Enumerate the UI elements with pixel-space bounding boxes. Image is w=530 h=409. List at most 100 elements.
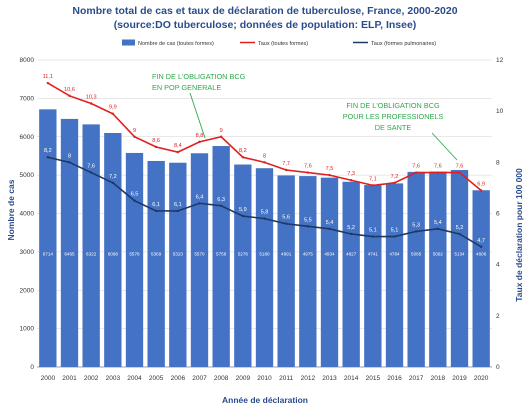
bar [450, 169, 469, 367]
x-tick-label: 2008 [214, 375, 229, 382]
rate-pulm-point [458, 232, 461, 236]
bar-value-label: 5369 [151, 252, 162, 257]
x-tick-label: 2016 [387, 375, 402, 382]
annotation-bcg-general-line-1: FIN DE L'OBLIGATION BCG [152, 72, 246, 81]
chart-title: Nombre total de cas et taux de déclarati… [72, 5, 457, 17]
rate-pulm-point [68, 161, 71, 164]
rate-pulm-point [219, 204, 223, 208]
y-axis-left-title: Nombre de cas [6, 179, 16, 240]
bar [385, 183, 404, 367]
rate-all-value-label: 7,6 [412, 164, 420, 170]
rate-all-point [371, 184, 375, 187]
rate-pulm-point [241, 214, 245, 218]
annotation-bcg-pro-arrow [431, 132, 458, 161]
bar-value-label: 4827 [346, 252, 357, 257]
rate-all-value-label: 8,8 [196, 133, 204, 139]
rate-all-point [176, 150, 180, 154]
bar [169, 162, 187, 367]
rate-pulm-value-label: 6,1 [174, 202, 182, 208]
bar-value-label: 6714 [43, 252, 54, 257]
rate-pulm-point [306, 225, 310, 228]
bar-value-label: 6322 [86, 252, 97, 257]
rate-all-point [349, 179, 353, 182]
rate-all-point [479, 189, 483, 192]
rate-all-point [133, 135, 136, 138]
bar-value-label: 5092 [433, 252, 444, 257]
annotation-bcg-general-line-2: EN POP GENERALE [152, 83, 221, 92]
rate-all-point [393, 181, 396, 184]
rate-pulm-value-label: 5,1 [369, 228, 377, 234]
rate-all-value-label: 8,6 [152, 138, 160, 144]
rate-all-point [306, 171, 310, 174]
y-left-tick-label: 1000 [20, 326, 35, 333]
bar-value-label: 4741 [368, 252, 379, 257]
bar [125, 152, 144, 367]
rate-all-point [241, 156, 245, 159]
rate-pulm-point [133, 199, 136, 202]
rate-pulm-value-label: 4,7 [477, 238, 485, 244]
y-right-tick-label: 8 [496, 159, 500, 166]
bar-value-label: 5570 [194, 252, 205, 257]
bar-value-label: 4784 [389, 252, 400, 257]
y-axis-left-ticks: 0 1000 2000 3000 4000 5000 6000 7000 8000 [20, 57, 35, 371]
bar-value-label: 5758 [216, 252, 227, 257]
rate-all-value-label: 10,6 [64, 87, 75, 93]
rate-all-value-label: 9,9 [109, 105, 117, 111]
x-tick-label: 2009 [236, 375, 251, 382]
rate-all-value-label: 7,1 [369, 176, 377, 182]
rate-pulm-point [328, 227, 331, 231]
y-left-tick-label: 7000 [20, 95, 35, 102]
rate-pulm-point [111, 181, 115, 184]
legend-label-rate-all: Taux (toutes formes) [258, 41, 308, 47]
y-right-tick-label: 0 [496, 364, 500, 371]
rate-all-value-label: 6,9 [477, 181, 485, 187]
bar [190, 153, 209, 367]
rate-all-value-label: 7,2 [391, 174, 399, 180]
bar [342, 181, 360, 367]
rate-pulm-value-label: 5,4 [326, 220, 334, 226]
bar [364, 185, 382, 367]
bar [234, 164, 252, 367]
rate-pulm-point [198, 202, 201, 205]
y-left-tick-label: 0 [30, 364, 34, 371]
bar-value-label: 4934 [324, 252, 335, 257]
rate-all-point [263, 161, 266, 164]
bar-value-label: 6098 [108, 252, 119, 257]
y-left-tick-label: 8000 [20, 57, 35, 64]
rate-pulm-point [46, 156, 50, 159]
rate-all-point [111, 112, 115, 115]
bar-value-label: 5180 [259, 252, 270, 257]
rate-pulm-value-label: 8,2 [44, 148, 52, 154]
x-tick-label: 2018 [431, 375, 446, 382]
bar [60, 118, 79, 367]
y-left-tick-label: 3000 [20, 249, 35, 256]
bar-value-label: 5085 [411, 252, 422, 257]
rate-pulm-value-label: 5,3 [412, 222, 420, 228]
x-tick-label: 2002 [84, 375, 99, 382]
y-axis-right-title: Taux de déclaration pour 100 000 [514, 168, 524, 302]
x-tick-label: 2003 [106, 375, 121, 382]
rate-all-value-label: 10,3 [86, 94, 97, 100]
rate-all-point [219, 135, 223, 138]
x-tick-label: 2020 [474, 375, 489, 382]
x-tick-label: 2014 [344, 375, 359, 382]
bar [255, 168, 274, 367]
y-right-tick-label: 10 [496, 108, 504, 115]
rate-pulm-value-label: 6,5 [131, 192, 139, 198]
rate-all-value-label: 7,6 [304, 164, 312, 170]
rate-pulm-value-label: 5,8 [261, 210, 269, 216]
rate-pulm-value-label: 5,2 [347, 225, 355, 231]
x-axis-ticks: 2000 2001 2002 2003 2004 2005 2006 2007 2008 2009… [41, 375, 489, 382]
rate-all-value-label: 7,7 [282, 161, 290, 167]
bar-value-label: 4975 [303, 252, 314, 257]
bar [104, 132, 122, 367]
bar [277, 175, 295, 367]
y-right-tick-label: 6 [496, 211, 500, 218]
chart-subtitle: (source:DO tuberculose; données de popul… [114, 19, 417, 31]
rate-pulm-value-label: 5,2 [456, 225, 464, 231]
y-right-tick-label: 4 [496, 262, 500, 269]
y-left-tick-label: 2000 [20, 287, 35, 294]
rate-pulm-value-label: 5,4 [434, 220, 442, 226]
bar [299, 176, 317, 367]
rate-all-point [414, 171, 418, 174]
